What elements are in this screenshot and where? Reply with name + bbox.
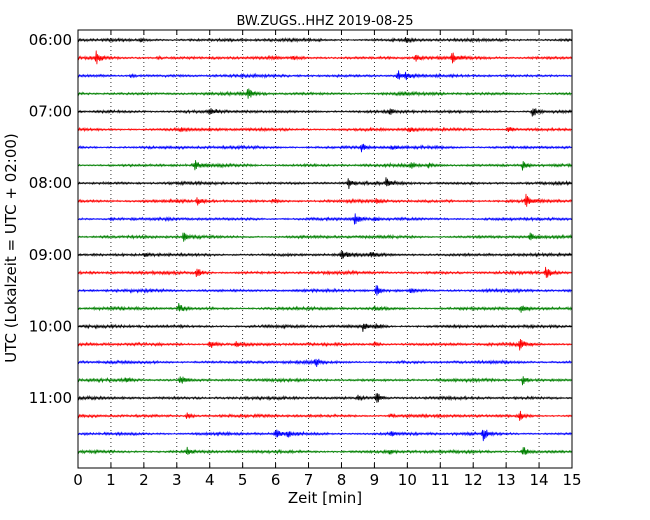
trace-0900 — [77, 250, 572, 260]
trace-0945 — [77, 302, 572, 313]
trace-1145 — [77, 446, 572, 455]
trace-0745 — [77, 160, 572, 171]
trace-0815 — [77, 193, 572, 207]
x-tick-label: 6 — [271, 471, 281, 489]
x-axis: 0 1 2 3 4 5 6 7 8 9 10 11 12 13 14 15 — [73, 30, 582, 489]
y-tick-label: 11:00 — [29, 389, 72, 407]
x-tick-label: 3 — [172, 471, 182, 489]
trace-0915 — [77, 266, 572, 278]
x-tick-label: 11 — [431, 471, 450, 489]
trace-0715 — [77, 126, 572, 133]
x-tick-label: 13 — [497, 471, 516, 489]
trace-1115 — [77, 410, 572, 421]
trace-0930 — [77, 285, 572, 296]
chart-title: BW.ZUGS..HHZ 2019-08-25 — [236, 14, 413, 29]
x-tick-label: 2 — [139, 471, 149, 489]
gridlines — [110, 30, 540, 468]
x-tick-label: 5 — [238, 471, 248, 489]
y-axis: 06:00 07:00 08:00 09:00 10:00 11:00 — [29, 31, 572, 407]
y-tick-label: 06:00 — [29, 31, 72, 49]
x-tick-label: 9 — [370, 471, 380, 489]
y-tick-label: 09:00 — [29, 246, 72, 264]
trace-0630 — [77, 70, 572, 81]
trace-1130 — [77, 429, 572, 442]
trace-1015 — [77, 338, 572, 351]
x-tick-label: 10 — [398, 471, 417, 489]
x-tick-label: 1 — [106, 471, 116, 489]
x-tick-label: 15 — [562, 471, 581, 489]
x-tick-label: 0 — [73, 471, 83, 489]
trace-0645 — [77, 88, 572, 99]
x-tick-label: 8 — [337, 471, 347, 489]
x-tick-label: 12 — [464, 471, 483, 489]
y-tick-label: 07:00 — [29, 103, 72, 121]
x-axis-label: Zeit [min] — [288, 489, 362, 507]
x-tick-label: 7 — [304, 471, 314, 489]
trace-1045 — [77, 376, 572, 386]
trace-1100 — [77, 393, 572, 403]
plot-frame — [77, 29, 573, 469]
trace-0800 — [77, 177, 572, 190]
trace-1000 — [77, 323, 572, 332]
y-tick-label: 10:00 — [29, 317, 72, 335]
trace-0700 — [77, 108, 572, 117]
trace-0600 — [77, 36, 572, 44]
y-tick-label: 08:00 — [29, 174, 72, 192]
trace-0845 — [77, 232, 572, 242]
trace-0830 — [77, 213, 572, 225]
x-tick-label: 14 — [530, 471, 549, 489]
trace-0615 — [77, 50, 572, 65]
y-axis-label: UTC (Lokalzeit = UTC + 02:00) — [2, 133, 20, 363]
trace-1030 — [77, 358, 572, 367]
trace-0730 — [77, 143, 572, 153]
x-tick-label: 4 — [205, 471, 215, 489]
trace-group — [77, 36, 572, 455]
